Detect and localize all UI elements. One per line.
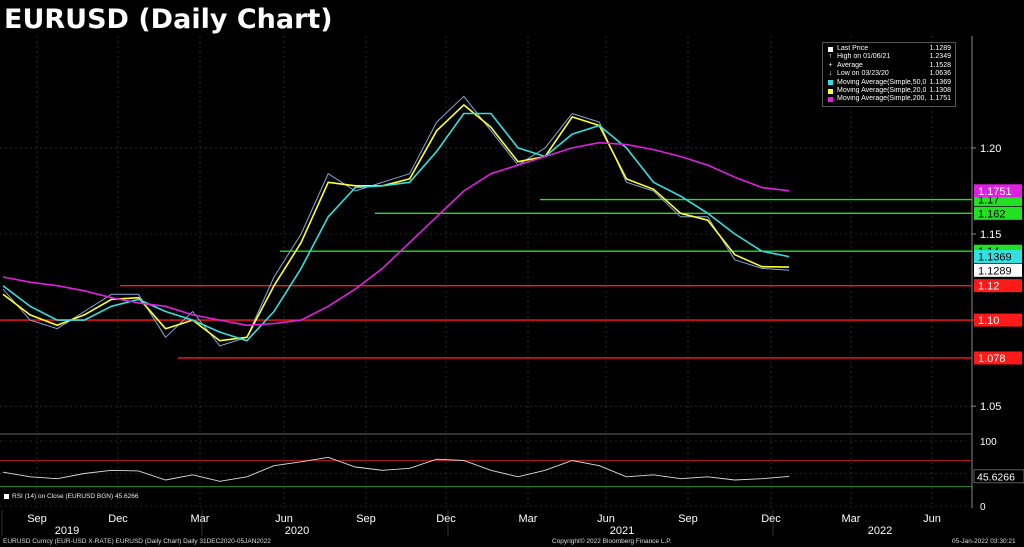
legend-row: ↓ Low on 03/23/20 1.0636 xyxy=(827,70,951,78)
yellow-icon xyxy=(828,88,833,94)
legend-row: Moving Average(Simple,200,0) 1.1751 xyxy=(827,95,951,103)
footer-right: 05-Jan-2022 03:30:21 xyxy=(952,538,1016,545)
legend-row: ↑ High on 01/06/21 1.2349 xyxy=(827,53,951,61)
chart-title: EURUSD (Daily Chart) xyxy=(4,4,333,35)
series-line-moving-average-simple-50-0- xyxy=(2,112,790,342)
legend-value: 1.1369 xyxy=(929,78,951,86)
price-tag-label: 1.12 xyxy=(978,281,999,293)
x-year-label: 2022 xyxy=(868,525,892,537)
legend-row: Moving Average(Simple,20,0) 1.1308 xyxy=(827,87,951,95)
legend-value: 1.2349 xyxy=(929,53,951,61)
rsi-series xyxy=(2,456,790,482)
legend-value: 1.0636 xyxy=(929,70,951,78)
y-axis: 1.051.101.151.20050100 xyxy=(972,143,1001,513)
x-month-label: Jun xyxy=(597,513,615,525)
rsi-tick-label: 0 xyxy=(980,502,986,513)
x-month-label: Dec xyxy=(436,513,456,525)
x-month-label: Mar xyxy=(191,513,210,525)
price-tag-1.10: 1.10 xyxy=(974,313,1022,327)
horizontal-levels xyxy=(0,198,972,359)
y-tick-label: 1.05 xyxy=(980,401,1001,413)
price-tag-label: 1.078 xyxy=(978,353,1006,365)
price-series xyxy=(2,95,790,347)
legend-label: Last Price xyxy=(837,45,869,52)
legend-row: + Average 1.1528 xyxy=(827,62,951,70)
legend-value: 1.1289 xyxy=(929,45,951,52)
x-month-label: Dec xyxy=(761,513,781,525)
x-month-label: Sep xyxy=(678,513,698,525)
low-arrow-icon: ↓ xyxy=(828,70,833,78)
rsi-line xyxy=(2,456,790,482)
price-tag-1.162: 1.162 xyxy=(974,206,1022,220)
x-year-label: 2020 xyxy=(285,525,309,537)
high-arrow-icon: ↑ xyxy=(828,53,833,61)
x-year-label: 2019 xyxy=(55,525,79,537)
x-month-label: Sep xyxy=(356,513,376,525)
price-tag-label: 1.1369 xyxy=(978,252,1012,264)
price-tag-1.1751: 1.1751 xyxy=(974,184,1022,198)
rsi-value-tag: 45.6266 xyxy=(973,469,1024,483)
price-tag-label: 1.10 xyxy=(978,315,999,327)
legend-row: Moving Average(Simple,50,0) 1.1369 xyxy=(827,79,951,87)
legend-label: Moving Average(Simple,50,0) xyxy=(837,78,926,86)
magenta-icon xyxy=(828,97,833,103)
legend: Last Price 1.1289 ↑ High on 01/06/21 1.2349 +… xyxy=(822,42,956,107)
legend-value: 1.1751 xyxy=(929,95,951,103)
rsi-value-label: 45.6266 xyxy=(977,471,1015,483)
legend-label: Average xyxy=(837,61,863,69)
price-tag-1.12: 1.12 xyxy=(974,279,1022,293)
legend-row: Last Price 1.1289 xyxy=(827,45,951,53)
series-line-last-price xyxy=(2,95,790,347)
rsi-caption: RSI (14) on Close (EURUSD BGN) 45.6266 xyxy=(4,493,138,500)
series-line-moving-average-simple-200-0- xyxy=(2,141,790,327)
footer: EURUSD Curncy (EUR-USD X-RATE) EURUSD (D… xyxy=(0,536,1024,547)
x-month-label: Jun xyxy=(275,513,293,525)
x-month-label: Sep xyxy=(27,513,47,525)
series-line-moving-average-simple-20-0- xyxy=(2,104,790,342)
legend-label: Moving Average(Simple,200,0) xyxy=(837,95,926,103)
y-tick-label: 1.20 xyxy=(980,143,1001,155)
square-white-icon xyxy=(828,46,833,52)
rsi-marker-icon xyxy=(4,493,9,499)
legend-value: 1.1528 xyxy=(929,61,951,69)
price-tag-1.078: 1.078 xyxy=(974,351,1022,365)
price-tags: 1.171.1621.141.121.101.0781.17511.13691.… xyxy=(973,184,1024,483)
legend-label: Moving Average(Simple,20,0) xyxy=(837,87,926,95)
price-tag-label: 1.162 xyxy=(978,208,1006,220)
price-tag-label: 1.17 xyxy=(978,195,999,207)
rsi-caption-text: RSI (14) on Close (EURUSD BGN) 45.6266 xyxy=(12,493,139,500)
price-tag-label: 1.1751 xyxy=(978,186,1012,198)
x-month-label: Mar xyxy=(519,513,538,525)
price-tag-1.1369: 1.1369 xyxy=(974,250,1022,264)
x-month-label: Jun xyxy=(923,513,941,525)
footer-center: Copyright© 2022 Bloomberg Finance L.P. xyxy=(552,538,672,545)
price-tag-1.1289: 1.1289 xyxy=(974,263,1022,277)
legend-label: Low on 03/23/20 xyxy=(837,70,889,78)
x-month-label: Dec xyxy=(108,513,128,525)
x-month-label: Mar xyxy=(842,513,861,525)
footer-left: EURUSD Curncy (EUR-USD X-RATE) EURUSD (D… xyxy=(3,538,271,545)
legend-label: High on 01/06/21 xyxy=(837,53,891,61)
rsi-grid xyxy=(0,437,972,508)
plus-icon: + xyxy=(828,61,833,69)
rsi-tick-label: 100 xyxy=(980,437,997,448)
cyan-icon xyxy=(828,80,833,86)
y-tick-label: 1.15 xyxy=(980,229,1001,241)
x-axis: Sep Dec Mar Jun Sep Dec Mar Jun Sep Dec Mar Jun 2019… xyxy=(1,510,941,537)
price-tag-label: 1.1289 xyxy=(978,265,1012,277)
x-year-label: 2021 xyxy=(610,525,634,537)
legend-value: 1.1308 xyxy=(929,87,951,95)
